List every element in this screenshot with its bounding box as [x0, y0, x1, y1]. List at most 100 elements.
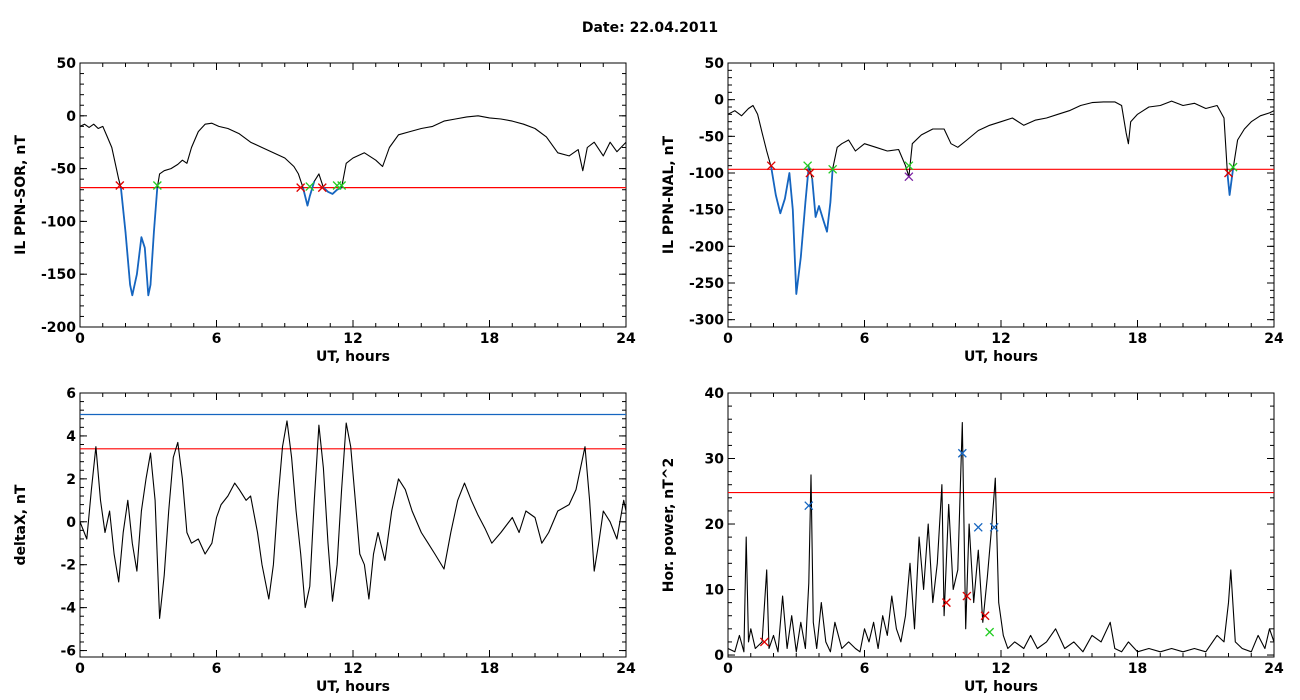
event-marker-stroke: [973, 522, 983, 532]
event-marker-stroke: [337, 181, 347, 190]
y-axis-label: deltaX, nT: [13, 484, 29, 565]
x-tick-label: 12: [991, 661, 1010, 677]
y-tick-label: 6: [66, 386, 76, 402]
plot-data: [80, 413, 626, 619]
event-marker-stroke: [957, 448, 967, 458]
event-marker-stroke: [904, 161, 914, 171]
y-axis-label: Hor. power, nT^2: [661, 458, 677, 593]
y-tick-label: -2: [60, 558, 76, 574]
event-marker-stroke: [941, 598, 951, 608]
x-tick-label: 24: [1264, 331, 1284, 347]
event-marker: [337, 181, 347, 190]
event-marker-stroke: [803, 161, 813, 171]
y-tick-label: 4: [66, 429, 76, 445]
x-tick-label: 6: [212, 661, 222, 677]
event-marker: [803, 161, 813, 171]
event-marker: [904, 161, 914, 171]
y-tick-label: -150: [689, 203, 724, 219]
x-tick-label: 12: [991, 331, 1010, 347]
event-marker: [904, 172, 914, 182]
y-tick-label: -100: [41, 214, 76, 230]
highlight-segment: [120, 187, 159, 297]
plot-frame: [79, 392, 627, 658]
x-tick-label: 24: [616, 331, 636, 347]
y-tick-label: -50: [51, 162, 77, 178]
event-marker-stroke: [904, 172, 914, 182]
y-tick-label: 40: [705, 386, 725, 402]
event-marker: [332, 181, 342, 190]
event-marker-stroke: [804, 501, 814, 511]
event-marker-stroke: [1228, 162, 1238, 172]
y-axis-label: IL PPN-NAL, nT: [661, 135, 677, 254]
event-marker: [305, 182, 315, 192]
event-marker: [962, 591, 972, 601]
x-axis-label: UT, hours: [316, 679, 390, 695]
y-tick-label: -50: [699, 129, 725, 145]
x-tick-label: 6: [860, 661, 870, 677]
event-marker-stroke: [828, 164, 838, 174]
event-marker: [957, 448, 967, 458]
event-marker: [804, 501, 814, 511]
panel-deltax: 0 6 12 18 24 6 4 2 0 -2 -4 -6 UT, hours deltaX, nT: [13, 386, 636, 695]
y-tick-label: 0: [714, 93, 724, 109]
x-tick-label: 0: [723, 331, 733, 347]
event-marker-stroke: [766, 161, 776, 171]
x-tick-label: 18: [1128, 661, 1147, 677]
x-tick-label: 18: [480, 661, 499, 677]
x-tick-label: 0: [723, 661, 733, 677]
x-tick-label: 18: [480, 331, 499, 347]
y-tick-label: -200: [41, 320, 76, 336]
event-marker: [828, 164, 838, 174]
y-tick-label: 0: [66, 515, 76, 531]
event-marker-stroke: [985, 627, 995, 637]
highlight-segment: [811, 169, 834, 233]
x-tick-label: 12: [343, 331, 362, 347]
event-marker: [1224, 168, 1233, 178]
y-tick-label: -200: [689, 239, 724, 255]
y-tick-label: -6: [60, 644, 76, 660]
x-tick-label: 18: [1128, 331, 1147, 347]
event-marker: [152, 181, 162, 190]
event-marker-stroke: [305, 182, 315, 192]
series-line: [728, 421, 1274, 653]
highlight-segment: [1226, 169, 1234, 196]
x-tick-label: 12: [343, 661, 362, 677]
plot-data: [728, 100, 1274, 295]
event-marker-stroke: [989, 522, 999, 532]
event-marker: [941, 598, 951, 608]
highlight-segment: [770, 165, 810, 295]
event-marker-stroke: [115, 181, 125, 190]
y-tick-label: 2: [66, 472, 76, 488]
panel-hor-power: 0 6 12 18 24 40 30 20 10 0 UT, hours Hor. power, nT…: [661, 386, 1284, 695]
plot-data: [728, 421, 1274, 653]
x-tick-label: 6: [212, 331, 222, 347]
y-tick-label: 50: [705, 56, 725, 72]
y-tick-label: -4: [60, 601, 76, 617]
event-marker: [1228, 162, 1238, 172]
event-marker: [766, 161, 776, 171]
event-marker: [759, 637, 769, 647]
event-marker-stroke: [1224, 168, 1233, 178]
y-tick-label: 10: [705, 583, 725, 599]
event-marker-stroke: [980, 611, 990, 621]
event-marker: [805, 168, 815, 178]
x-axis-label: UT, hours: [964, 349, 1038, 365]
panel-il-ppn-sor: 0 6 12 18 24 50 0 -50 -100 -150 -200 UT, hours IL PP…: [13, 56, 636, 365]
plot-frame: [79, 62, 627, 328]
plot-data: [80, 115, 626, 297]
event-marker-stroke: [759, 637, 769, 647]
x-tick-label: 24: [616, 661, 636, 677]
event-marker: [317, 183, 327, 193]
event-marker: [985, 627, 995, 637]
event-marker: [296, 183, 306, 193]
y-tick-label: 50: [57, 56, 77, 72]
y-tick-label: -100: [689, 166, 724, 182]
x-tick-label: 6: [860, 331, 870, 347]
x-tick-label: 24: [1264, 661, 1284, 677]
y-tick-label: 20: [705, 517, 725, 533]
x-axis-label: UT, hours: [316, 349, 390, 365]
series-line: [728, 100, 1274, 295]
y-tick-label: -300: [689, 313, 724, 329]
plot-frame: [727, 62, 1275, 328]
x-tick-label: 0: [75, 661, 85, 677]
